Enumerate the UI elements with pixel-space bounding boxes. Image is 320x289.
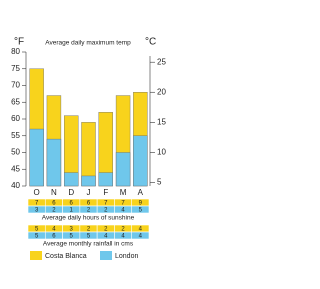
table-value: 2 (104, 207, 108, 213)
y-tick-label: 65 (11, 97, 20, 106)
table-value: 4 (104, 233, 108, 239)
y-tick-label: 75 (11, 64, 20, 73)
bar (133, 135, 148, 187)
table-title: Average daily hours of sunshine (42, 215, 135, 222)
table-value: 7 (104, 200, 108, 206)
bar (98, 172, 113, 187)
y2-tick-label: 15 (157, 117, 166, 126)
x-tick-label: A (138, 188, 144, 197)
y2-tick-label: 10 (157, 147, 166, 156)
table-value: 4 (139, 226, 143, 232)
y-tick-label: 45 (11, 164, 20, 173)
table-cell (131, 231, 150, 240)
bar (64, 172, 79, 187)
bar (46, 138, 62, 187)
bar (29, 128, 44, 187)
y-tick-label: 80 (11, 47, 20, 56)
y2-tick-label: 5 (157, 178, 162, 187)
table-value: 1 (70, 207, 74, 213)
table-value: 4 (121, 207, 125, 213)
legend-label: London (115, 253, 138, 260)
table-value: 5 (87, 233, 91, 239)
table-cell (131, 205, 150, 214)
table-value: 2 (87, 226, 91, 232)
y-tick-label: 40 (11, 181, 20, 190)
table-value: 3 (70, 226, 74, 232)
x-tick-label: O (34, 188, 40, 197)
table-value: 5 (35, 226, 39, 232)
x-tick-label: D (68, 188, 74, 197)
table-value: 7 (35, 200, 39, 206)
table-value: 4 (139, 233, 143, 239)
legend-label: Costa Blanca (45, 253, 87, 260)
table-value: 6 (52, 233, 56, 239)
y-tick-label: 60 (11, 114, 20, 123)
chart-title: Average daily maximum temp (45, 40, 131, 47)
table-value: 4 (52, 226, 56, 232)
table-value: 5 (35, 233, 39, 239)
y2-tick-label: 25 (157, 57, 166, 66)
table-value: 7 (121, 200, 125, 206)
legend-swatch (100, 251, 112, 260)
table-value: 6 (70, 200, 74, 206)
y2-axis-label: °C (145, 37, 156, 48)
chart: °F Average daily maximum temp °C 4045505… (11, 37, 166, 260)
legend-swatch (30, 251, 42, 260)
table-value: 9 (139, 200, 143, 206)
table-value: 6 (87, 200, 91, 206)
x-tick-label: N (51, 188, 57, 197)
x-tick-label: F (103, 188, 108, 197)
table-value: 5 (139, 207, 143, 213)
table-value: 6 (52, 200, 56, 206)
y2-tick-label: 20 (157, 87, 166, 96)
table-value: 2 (104, 226, 108, 232)
x-tick-label: J (87, 188, 91, 197)
bar (81, 175, 96, 187)
table-value: 2 (121, 226, 125, 232)
table-value: 3 (35, 207, 39, 213)
bar (115, 152, 131, 187)
table-title: Average monthly rainfall in cms (43, 241, 134, 248)
table-value: 2 (87, 207, 91, 213)
table-value: 4 (121, 233, 125, 239)
table-value: 2 (52, 207, 56, 213)
y-tick-label: 55 (11, 131, 20, 140)
y-tick-label: 70 (11, 81, 20, 90)
y-tick-label: 50 (11, 148, 20, 157)
y-axis-label: °F (14, 37, 24, 48)
x-tick-label: M (120, 188, 127, 197)
table-value: 5 (70, 233, 74, 239)
